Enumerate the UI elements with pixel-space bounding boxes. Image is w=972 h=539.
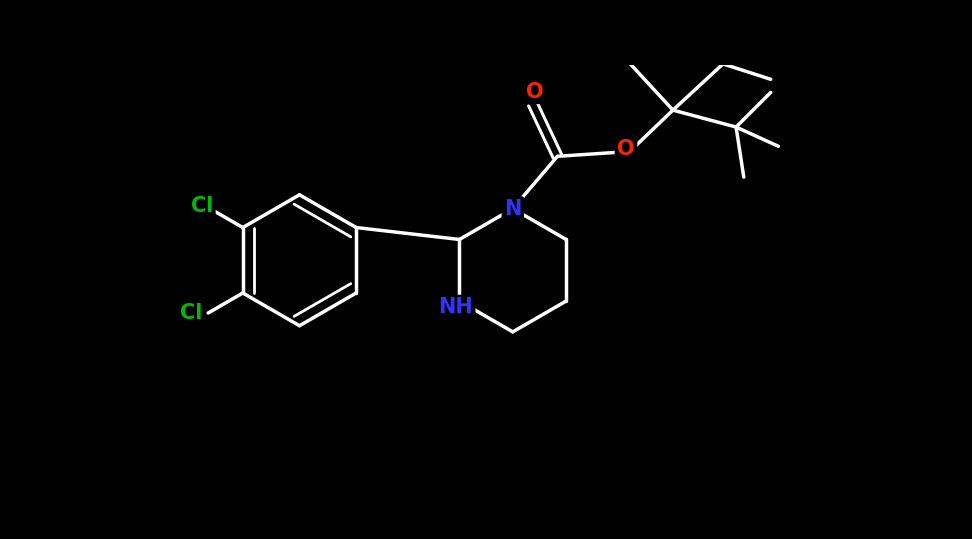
Text: O: O [526, 81, 543, 102]
Text: N: N [504, 199, 521, 219]
Text: NH: NH [438, 297, 473, 317]
Text: Cl: Cl [191, 196, 213, 216]
Text: Cl: Cl [180, 303, 202, 323]
Text: O: O [617, 139, 635, 158]
